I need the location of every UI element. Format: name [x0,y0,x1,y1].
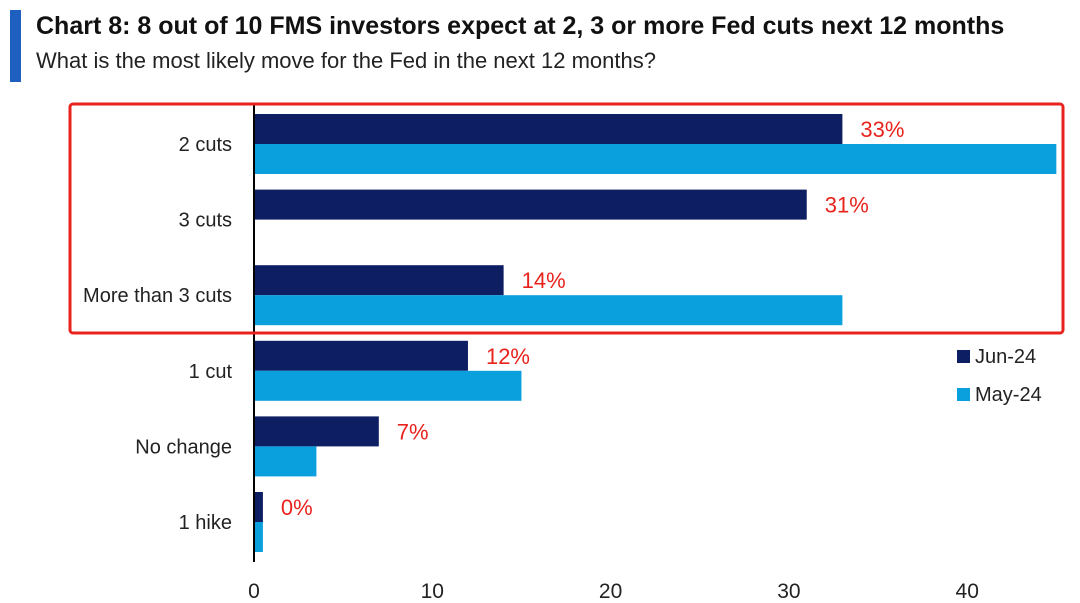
category-labels: 2 cuts 3 cuts More than 3 cuts 1 cut No chan… [83,134,232,534]
category-label: 2 cuts [179,134,232,156]
bar-jun-24 [254,114,843,144]
data-labels: 33% 31% 14% 12% 7% 0% [281,117,905,520]
bar-jun-24 [254,416,379,447]
bar-may-24 [254,370,522,401]
x-tick-label: 30 [777,580,800,603]
category-label: 1 hike [179,512,232,534]
data-label: 14% [522,268,566,293]
bar-may-24 [254,295,843,326]
chart-title: Chart 8: 8 out of 10 FMS investors expec… [36,12,1005,40]
bar-jun-24 [254,340,468,371]
bar-may-24 [254,446,317,477]
category-label: More than 3 cuts [83,285,232,307]
legend: Jun-24 May-24 [957,346,1042,406]
bars-layer [254,114,1057,552]
highlight-box [68,102,1065,335]
legend-label: Jun-24 [975,346,1036,368]
x-tick-label: 0 [248,580,260,603]
data-label: 33% [860,117,904,142]
data-label: 7% [397,419,429,444]
title-accent-bar [10,10,21,82]
chart-subtitle: What is the most likely move for the Fed… [36,48,656,73]
bar-may-24 [254,522,263,552]
category-label: 1 cut [189,361,233,383]
x-tick-label: 40 [956,580,979,603]
legend-swatch [957,350,970,363]
bar-jun-24 [254,265,504,296]
legend-swatch [957,388,970,401]
legend-label: May-24 [975,384,1042,406]
bar-may-24 [254,144,1057,174]
x-tick-label: 10 [421,580,444,603]
x-axis-ticks: 0 10 20 30 40 [248,580,979,603]
bar-jun-24 [254,189,807,220]
data-label: 12% [486,344,530,369]
data-label: 0% [281,495,313,520]
bar-jun-24 [254,492,263,522]
x-tick-label: 20 [599,580,622,603]
data-label: 31% [825,193,869,218]
category-label: No change [135,436,232,458]
category-label: 3 cuts [179,210,232,232]
